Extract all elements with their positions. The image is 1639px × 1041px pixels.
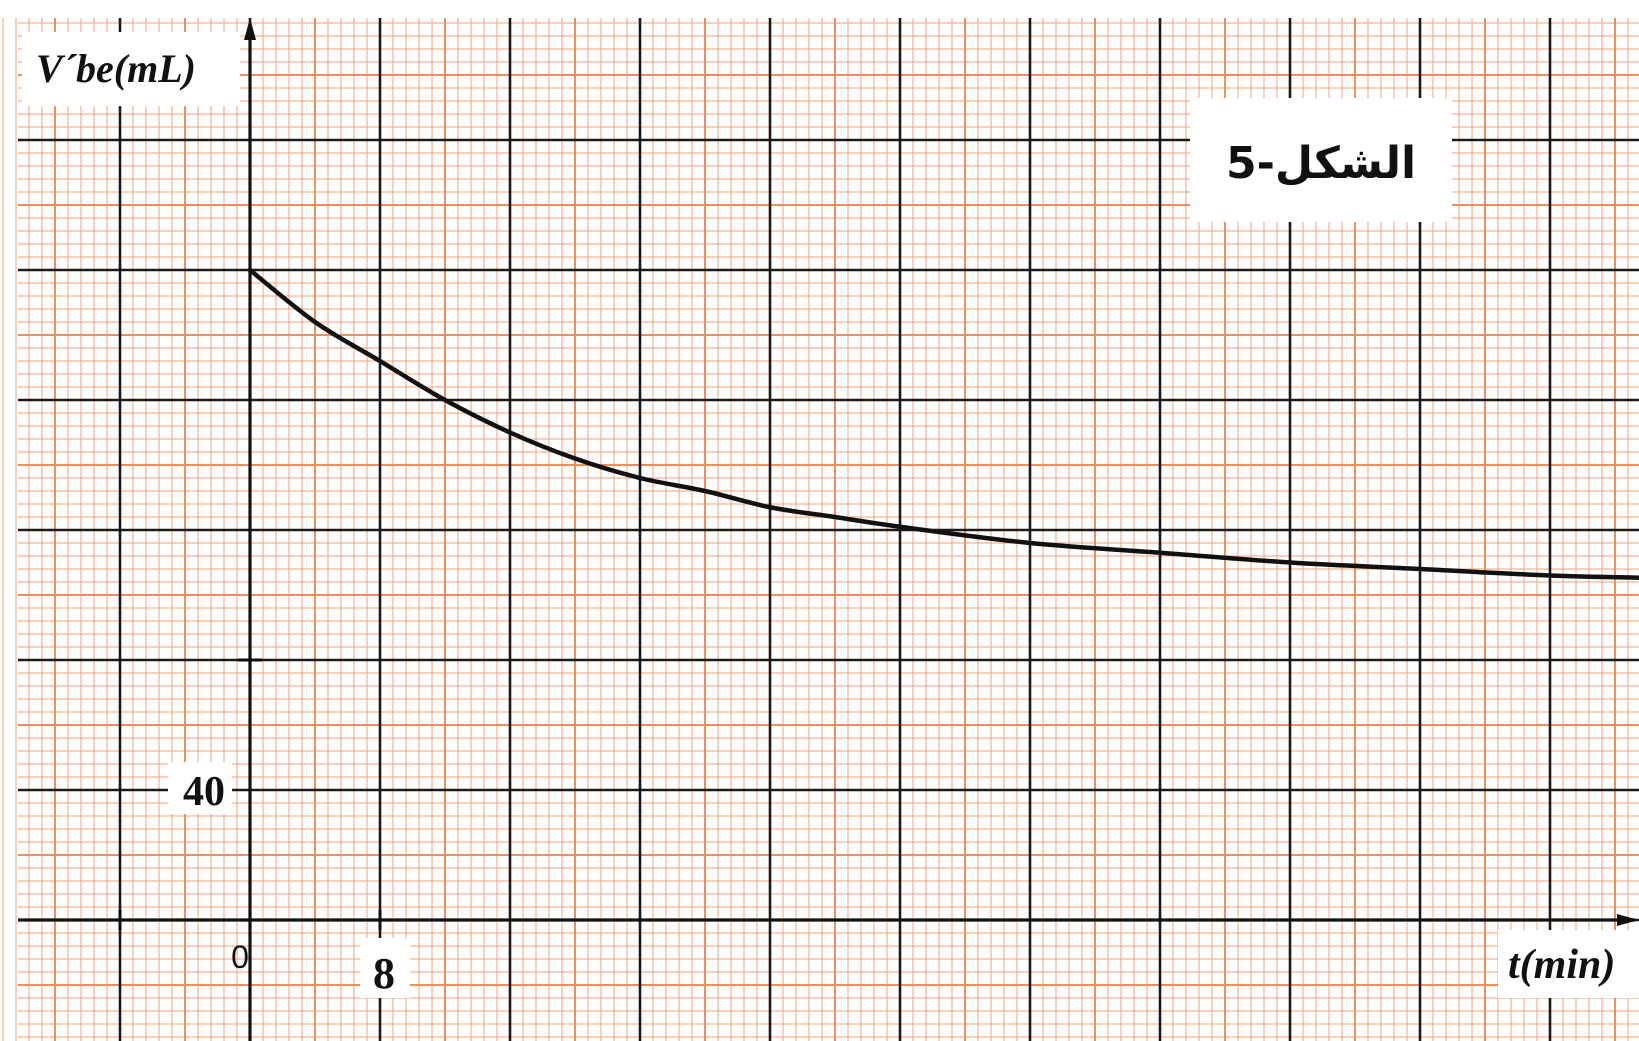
data-point bbox=[1159, 551, 1162, 554]
data-point bbox=[574, 457, 577, 460]
x-tick-label-8: 8 bbox=[373, 949, 395, 998]
y-axis-arrowhead bbox=[244, 18, 256, 40]
data-point bbox=[1419, 568, 1422, 571]
major-grid bbox=[18, 18, 1639, 1041]
data-point bbox=[1549, 574, 1552, 577]
figure-label: الشكل-5 bbox=[1226, 138, 1416, 189]
y-axis-label: V´be(mL) bbox=[36, 46, 196, 91]
data-point bbox=[834, 516, 837, 519]
data-point bbox=[639, 477, 642, 480]
data-point bbox=[1289, 561, 1292, 564]
data-point bbox=[769, 506, 772, 509]
y-axis-label-box bbox=[22, 32, 240, 106]
data-point bbox=[1029, 542, 1032, 545]
data-point bbox=[899, 525, 902, 528]
data-point bbox=[249, 269, 252, 272]
x-axis-label: t(min) bbox=[1508, 942, 1615, 988]
x-axis-label-box bbox=[1498, 930, 1639, 998]
x-axis-arrowhead bbox=[1617, 914, 1639, 926]
y-tick-label-box bbox=[168, 762, 232, 814]
data-point bbox=[509, 431, 512, 434]
axes bbox=[18, 18, 1639, 1041]
data-point bbox=[314, 321, 317, 324]
data-point bbox=[379, 360, 382, 363]
y-tick-label-40: 40 bbox=[183, 769, 225, 815]
x-tick-label-box bbox=[360, 938, 410, 998]
figure-label-box bbox=[1190, 98, 1452, 222]
series-line bbox=[247, 267, 1639, 580]
origin-label: 0 bbox=[231, 939, 249, 975]
data-point bbox=[444, 399, 447, 402]
data-point bbox=[704, 490, 707, 493]
